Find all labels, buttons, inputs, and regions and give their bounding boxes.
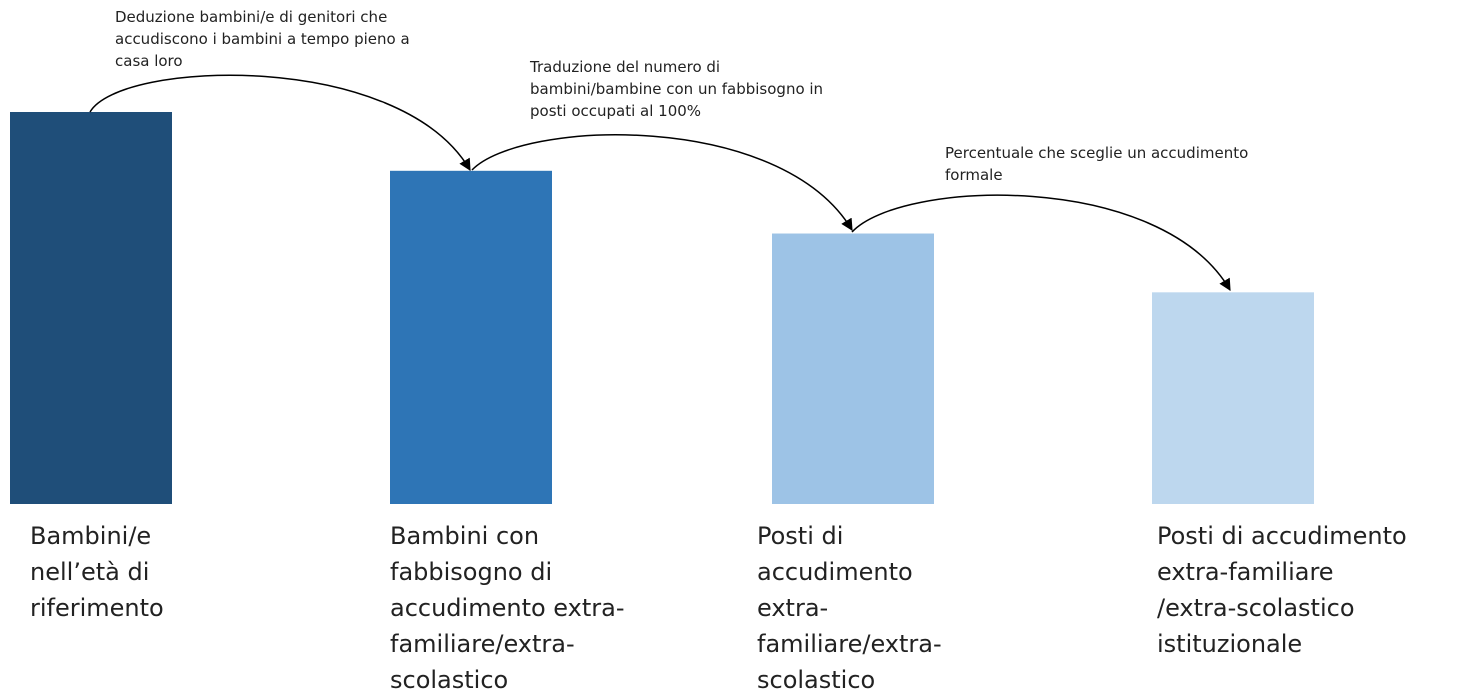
annotation: Traduzione del numero di bambini/bambine… — [530, 58, 824, 120]
category-label: Posti di accudimento extra-familiare /ex… — [1157, 522, 1407, 658]
arrow — [851, 194, 1231, 292]
arrow — [471, 134, 853, 232]
bar — [10, 112, 172, 504]
category-label: Bambini/e nell’età di riferimento — [30, 522, 164, 622]
bar — [1152, 292, 1314, 504]
category-label: Bambini con fabbisogno di accudimento ex… — [390, 522, 625, 693]
annotation: Deduzione bambini/e di genitori che accu… — [115, 8, 410, 70]
bar — [772, 233, 934, 504]
bar — [390, 170, 552, 505]
category-label: Posti di accudimento extra- familiare/ex… — [757, 522, 942, 693]
arrow — [89, 74, 471, 172]
annotation: Percentuale che sceglie un accudimento f… — [945, 144, 1249, 184]
